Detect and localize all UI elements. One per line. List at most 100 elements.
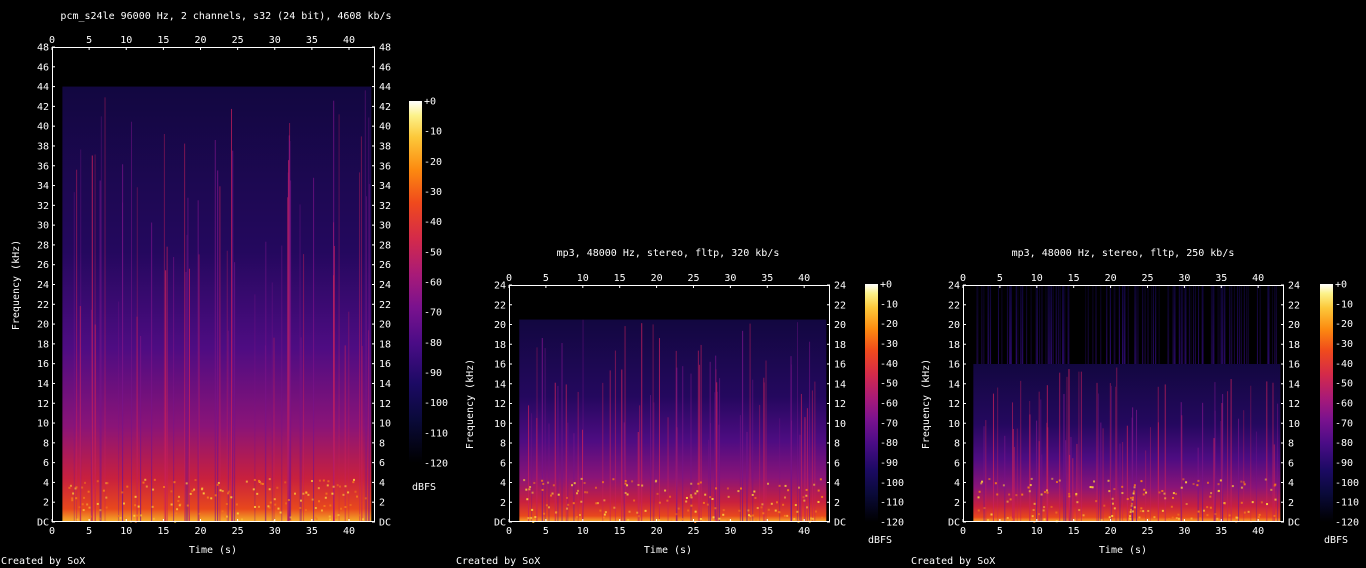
- transient-streak: [1256, 285, 1258, 364]
- harmonic-energy: [1175, 517, 1178, 520]
- y-tick-label: 12: [494, 399, 506, 410]
- transient-streak: [1222, 394, 1224, 522]
- harmonic-energy: [1082, 514, 1085, 517]
- harmonic-energy: [189, 492, 192, 495]
- harmonic-energy: [753, 490, 756, 493]
- harmonic-energy: [565, 496, 568, 499]
- harmonic-energy: [289, 519, 292, 522]
- transient-streak: [1247, 285, 1249, 364]
- spectral-energy: [973, 364, 1281, 522]
- transient-streak: [184, 143, 186, 522]
- colorbar-tick-label: -100: [880, 478, 904, 489]
- x-tick-label: 30: [1178, 273, 1190, 284]
- harmonic-energy: [1177, 517, 1180, 520]
- x-tick-label: 25: [1141, 273, 1153, 284]
- x-tick-label: 40: [1252, 273, 1264, 284]
- transient-streak: [709, 361, 711, 522]
- transient-streak: [1036, 285, 1038, 364]
- colorbar-tick-label: -30: [424, 187, 442, 198]
- harmonic-energy: [200, 488, 203, 491]
- harmonic-energy: [551, 492, 554, 495]
- harmonic-energy: [819, 478, 822, 481]
- harmonic-energy: [531, 491, 534, 494]
- colorbar-tick-label: -120: [424, 459, 448, 470]
- transient-streak: [219, 186, 221, 522]
- x-tick-label: 5: [997, 526, 1003, 537]
- transient-streak: [1102, 428, 1104, 522]
- transient-streak: [1214, 382, 1216, 522]
- transient-streak: [1012, 428, 1014, 522]
- harmonic-energy: [170, 490, 173, 493]
- harmonic-energy: [284, 481, 287, 484]
- harmonic-energy: [575, 516, 578, 519]
- transient-streak: [1231, 285, 1233, 364]
- harmonic-energy: [1161, 489, 1164, 492]
- harmonic-energy: [1133, 506, 1136, 509]
- harmonic-energy: [328, 515, 331, 518]
- x-tick-label: 20: [651, 273, 663, 284]
- transient-streak: [1098, 393, 1100, 522]
- harmonic-energy: [299, 506, 302, 509]
- harmonic-energy: [774, 509, 777, 512]
- harmonic-energy: [1231, 485, 1234, 488]
- harmonic-energy: [983, 507, 986, 510]
- harmonic-energy: [320, 509, 323, 512]
- transient-streak: [1158, 285, 1160, 364]
- harmonic-energy: [260, 482, 263, 485]
- colorbar-tick-label: -70: [1335, 418, 1353, 429]
- transient-streak: [1069, 454, 1071, 522]
- transient-streak: [1202, 402, 1204, 522]
- harmonic-energy: [1058, 479, 1061, 482]
- harmonic-energy: [1240, 486, 1243, 489]
- harmonic-energy: [336, 484, 339, 487]
- harmonic-energy: [1274, 483, 1277, 486]
- transient-streak: [1122, 441, 1124, 522]
- harmonic-energy: [533, 481, 536, 484]
- y-tick-label: 44: [379, 82, 391, 93]
- transient-streak: [288, 160, 290, 522]
- harmonic-energy: [613, 506, 616, 509]
- harmonic-energy: [567, 503, 570, 506]
- colorbar-tick-label: -60: [424, 278, 442, 289]
- transient-streak: [1179, 285, 1181, 364]
- colorbar-tick-label: -70: [424, 308, 442, 319]
- harmonic-energy: [527, 517, 530, 520]
- y-tick-label: 4: [379, 478, 385, 489]
- harmonic-energy: [821, 516, 824, 519]
- transient-streak: [1092, 285, 1094, 364]
- transient-streak: [1238, 418, 1240, 522]
- y-tick-label: 6: [834, 458, 840, 469]
- harmonic-energy: [1210, 492, 1213, 495]
- transient-streak: [667, 417, 669, 522]
- transient-streak: [1180, 285, 1182, 364]
- harmonic-energy: [1009, 498, 1012, 501]
- transient-streak: [811, 390, 813, 522]
- harmonic-energy: [1046, 491, 1049, 494]
- transient-streak: [987, 285, 989, 364]
- harmonic-energy: [1158, 491, 1161, 494]
- y-tick-label: 48: [379, 43, 391, 54]
- harmonic-energy: [1111, 497, 1114, 500]
- y-tick-label: 20: [37, 320, 49, 331]
- harmonic-energy: [191, 490, 194, 493]
- harmonic-energy: [294, 492, 297, 495]
- harmonic-energy: [751, 493, 754, 496]
- harmonic-energy: [352, 478, 355, 481]
- harmonic-energy: [1185, 503, 1188, 506]
- transient-streak: [118, 301, 120, 522]
- harmonic-energy: [311, 498, 314, 501]
- x-tick-label: 35: [1215, 273, 1227, 284]
- colorbar-tick-label: -50: [424, 247, 442, 258]
- y-tick-label: 36: [379, 161, 391, 172]
- transient-streak: [1030, 285, 1032, 364]
- transient-streak: [1277, 403, 1279, 522]
- harmonic-energy: [1089, 486, 1092, 489]
- harmonic-energy: [96, 502, 99, 505]
- harmonic-energy: [977, 496, 980, 499]
- colorbar-tick-label: -10: [1335, 299, 1353, 310]
- harmonic-energy: [88, 506, 91, 509]
- y-tick-label: 6: [1288, 458, 1294, 469]
- harmonic-energy: [547, 506, 550, 509]
- harmonic-energy: [706, 503, 709, 506]
- harmonic-energy: [626, 484, 629, 487]
